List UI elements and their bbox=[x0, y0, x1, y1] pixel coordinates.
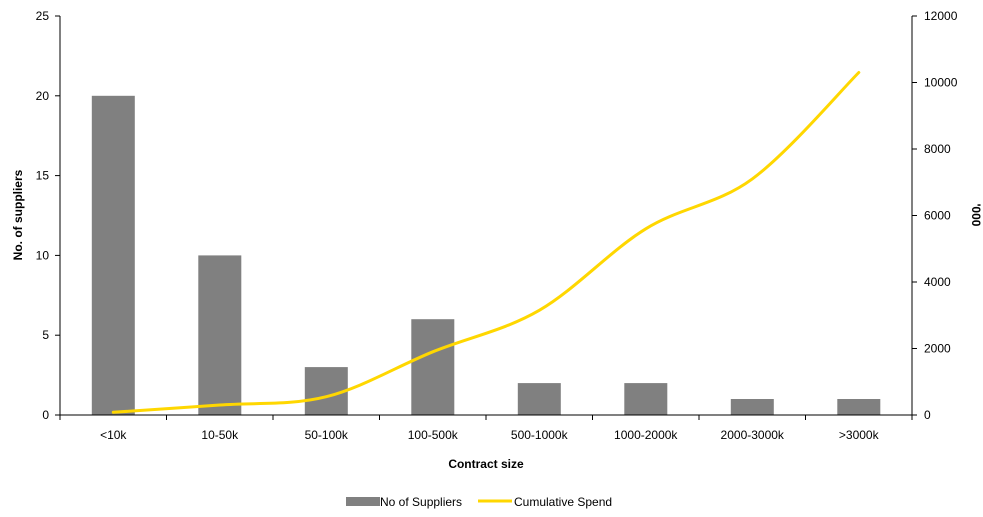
right-tick-label-0: 0 bbox=[924, 408, 931, 422]
x-tick-label-7: >3000k bbox=[839, 428, 880, 442]
legend-bar-label: No of Suppliers bbox=[380, 495, 462, 509]
y-axis-title: No. of suppliers bbox=[11, 169, 25, 260]
y2-axis-title: '000 bbox=[969, 204, 983, 227]
left-tick-label-2: 10 bbox=[36, 248, 50, 262]
right-tick-label-4: 8000 bbox=[924, 142, 951, 156]
x-tick-label-5: 1000-2000k bbox=[614, 428, 678, 442]
left-tick-label-1: 5 bbox=[42, 328, 49, 342]
x-tick-label-6: 2000-3000k bbox=[721, 428, 785, 442]
bar-3 bbox=[411, 319, 455, 415]
left-tick-label-5: 25 bbox=[36, 9, 50, 23]
left-tick-label-3: 15 bbox=[36, 169, 50, 183]
bar-7 bbox=[837, 399, 881, 415]
x-tick-label-1: 10-50k bbox=[201, 428, 239, 442]
bar-6 bbox=[730, 399, 774, 415]
left-tick-label-0: 0 bbox=[42, 408, 49, 422]
x-tick-label-3: 100-500k bbox=[408, 428, 459, 442]
right-tick-label-2: 4000 bbox=[924, 275, 951, 289]
cumulative-spend-line bbox=[111, 71, 861, 414]
right-y-ticks: 0 2000 4000 6000 8000 10000 12000 bbox=[912, 9, 958, 422]
right-tick-label-3: 6000 bbox=[924, 209, 951, 223]
bar-1 bbox=[198, 255, 242, 415]
legend-bar-swatch bbox=[346, 497, 380, 506]
bar-5 bbox=[624, 383, 668, 415]
left-tick-label-4: 20 bbox=[36, 89, 50, 103]
left-y-ticks: 0 5 10 15 20 25 bbox=[36, 9, 60, 422]
x-ticks: <10k 10-50k 50-100k 100-500k 500-1000k 1000-2… bbox=[59, 415, 913, 442]
x-axis-title: Contract size bbox=[448, 457, 524, 471]
bar-4 bbox=[517, 383, 561, 415]
bar-0 bbox=[91, 95, 135, 416]
bars-layer bbox=[91, 95, 881, 416]
right-tick-label-6: 12000 bbox=[924, 9, 958, 23]
legend-line-label: Cumulative Spend bbox=[514, 495, 612, 509]
x-tick-label-0: <10k bbox=[100, 428, 127, 442]
x-tick-label-4: 500-1000k bbox=[511, 428, 569, 442]
right-tick-label-1: 2000 bbox=[924, 342, 951, 356]
x-tick-label-2: 50-100k bbox=[305, 428, 349, 442]
right-tick-label-5: 10000 bbox=[924, 76, 958, 90]
legend: No of Suppliers Cumulative Spend bbox=[346, 495, 612, 509]
